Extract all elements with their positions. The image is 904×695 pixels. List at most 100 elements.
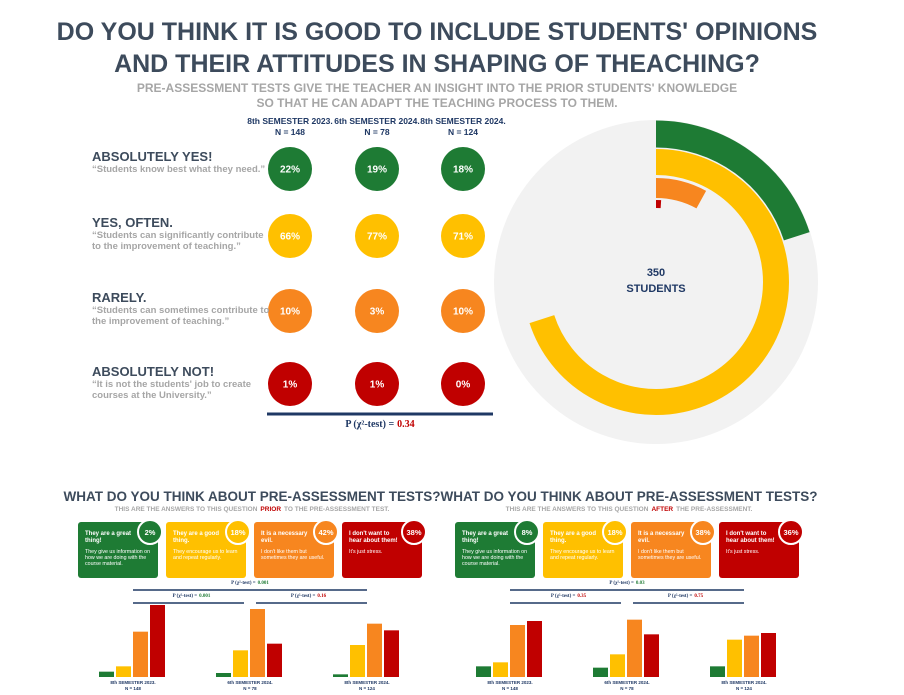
test-label: P (χ²-test) =: [172, 594, 198, 599]
answer-value: 19%: [367, 165, 387, 176]
bar: [593, 667, 608, 677]
donut-arc: [529, 149, 789, 415]
panel-title: WHAT DO YOU THINK ABOUT PRE-ASSESSMENT T…: [63, 489, 441, 504]
card-heading: They are a good thing.: [550, 531, 597, 544]
panel-subtitle: THIS ARE THE ANSWERS TO THIS QUESTION AFT…: [439, 506, 819, 513]
card-text: They give us information on how we are d…: [462, 549, 528, 568]
donut-unit: STUDENTS: [626, 283, 685, 295]
card-circle: [690, 519, 716, 545]
subtitle-highlight: PRIOR: [260, 506, 282, 513]
group-label: 8th SEMESTER 2023.: [487, 680, 533, 685]
card-text: They encourage us to learn and repeat re…: [550, 549, 615, 562]
card-circle: [778, 519, 804, 545]
answer-quote: “Students can sometimes contribute to th…: [92, 305, 270, 327]
test-value: 0.03: [635, 581, 645, 586]
card-text: It's just stress.: [349, 549, 383, 555]
answer-value: 3%: [370, 307, 385, 318]
bar: [761, 633, 776, 677]
card-heading: It is a necessary evil.: [638, 531, 685, 544]
test-value: 0.75: [694, 594, 704, 599]
bar: [510, 625, 525, 677]
answer-circle: [441, 289, 485, 333]
card-value: 38%: [695, 528, 710, 537]
card-value: 8%: [522, 528, 533, 537]
answer-value: 10%: [453, 307, 473, 318]
answer-circle: [355, 362, 399, 406]
bar: [367, 623, 382, 677]
card-text: They encourage us to learn and repeat re…: [173, 549, 238, 562]
test-text: P (χ²-test) = 0.03: [567, 581, 687, 587]
bar: [727, 639, 742, 677]
answer-circle: [268, 214, 312, 258]
card-heading: It is a necessary evil.: [261, 531, 308, 544]
main-test: P (χ²-test) = 0.34: [280, 419, 480, 431]
answer-value: 66%: [280, 232, 300, 243]
bar: [644, 634, 659, 677]
bar: [267, 643, 282, 677]
card-heading: They are a good thing.: [173, 531, 220, 544]
subtitle-after: THE PRE-ASSESSMENT.: [676, 506, 753, 513]
card-text: I don't like them but sometimes they are…: [638, 549, 702, 562]
test-value: 0.35: [577, 594, 587, 599]
bar: [384, 630, 399, 677]
donut-total: 350: [647, 267, 665, 279]
group-label: 8th SEMESTER 2024.: [721, 680, 767, 685]
donut-arc: [655, 178, 707, 209]
test-value: 0.001: [257, 581, 269, 586]
card-circle: [313, 519, 339, 545]
answer-value: 10%: [280, 307, 300, 318]
group-n: N = 78: [620, 686, 634, 691]
bar: [250, 609, 265, 677]
card-text: They give us information on how we are d…: [85, 549, 151, 568]
answer-value: 22%: [280, 165, 300, 176]
test-text: P (χ²-test) = 0.001: [132, 594, 252, 600]
panel-subtitle: THIS ARE THE ANSWERS TO THIS QUESTION PRI…: [62, 506, 442, 513]
group-label: 6th SEMESTER 2024.: [604, 680, 650, 685]
test-label: P (χ²-test) =: [231, 581, 256, 586]
group-label: 8th SEMESTER 2023.: [247, 116, 333, 126]
answer-circle: [441, 147, 485, 191]
test-text: P (χ²-test) = 0.35: [509, 594, 629, 600]
test-label: P (χ²-test) =: [290, 594, 316, 599]
card-circle: [401, 519, 427, 545]
group-n: N = 148: [125, 686, 141, 691]
group-n: N = 148: [502, 686, 518, 691]
test-text: P (χ²-test) = 0.16: [249, 594, 369, 600]
bar: [493, 662, 508, 677]
group-n: N = 124: [359, 686, 375, 691]
card-value: 38%: [406, 528, 421, 537]
test-label: P (χ²-test) =: [667, 594, 693, 599]
bar: [333, 674, 348, 677]
test-text: P (χ²-test) = 0.75: [626, 594, 746, 600]
card-circle: [514, 519, 540, 545]
bar: [527, 621, 542, 677]
card-text: It's just stress.: [726, 549, 760, 555]
card-circle: [602, 519, 628, 545]
group-n: N = 148: [274, 127, 305, 137]
panel-title: WHAT DO YOU THINK ABOUT PRE-ASSESSMENT T…: [440, 489, 818, 504]
bar: [150, 605, 165, 677]
title-line: DO YOU THINK IT IS GOOD TO INCLUDE STUDE…: [56, 18, 818, 46]
answer-value: 1%: [283, 380, 298, 391]
answer-circle: [355, 147, 399, 191]
test-value: 0.16: [317, 594, 327, 599]
subtitle-line: PRE-ASSESSMENT TESTS GIVE THE TEACHER AN…: [136, 81, 738, 95]
subtitle-after: TO THE PRE-ASSESSMENT TEST.: [284, 506, 390, 513]
subtitle-highlight: AFTER: [651, 506, 674, 513]
answer-circle: [268, 362, 312, 406]
card-value: 18%: [607, 528, 622, 537]
bar: [710, 666, 725, 677]
bar: [99, 671, 114, 677]
bar: [216, 673, 231, 677]
subtitle-before: THIS ARE THE ANSWERS TO THIS QUESTION: [114, 506, 258, 513]
test-value: 0.001: [199, 594, 211, 599]
answer-value: 77%: [367, 232, 387, 243]
card-value: 18%: [230, 528, 245, 537]
card-circle: [225, 519, 251, 545]
test-text: P (χ²-test) = 0.001: [190, 581, 310, 587]
card-value: 42%: [318, 528, 333, 537]
answer-circle: [441, 214, 485, 258]
donut-arc: [655, 120, 810, 241]
